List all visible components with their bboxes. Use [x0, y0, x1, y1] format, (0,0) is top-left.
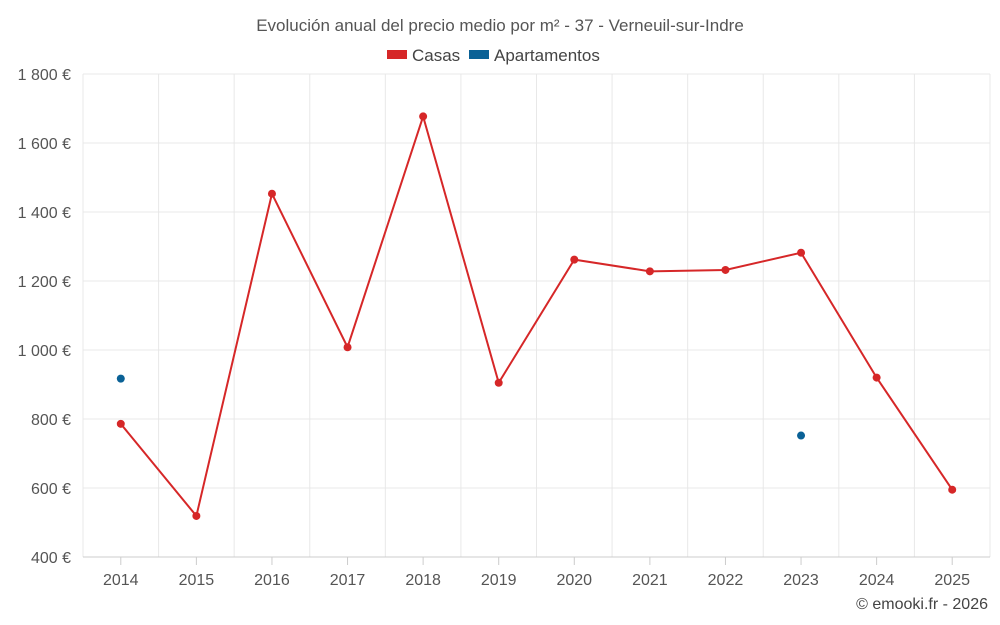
data-point-casas[interactable]	[570, 255, 579, 264]
y-tick-label: 1 200 €	[18, 274, 71, 291]
chart-title: Evolución anual del precio medio por m² …	[256, 16, 744, 35]
data-point-apartamentos[interactable]	[797, 431, 806, 440]
plot-area	[116, 112, 957, 520]
y-axis: 400 € 600 € 800 € 1 000 € 1 200 € 1 400 € 1 60…	[18, 67, 71, 567]
data-point-casas[interactable]	[192, 511, 201, 520]
x-tick-label: 2019	[481, 572, 517, 589]
x-tick-label: 2016	[254, 572, 290, 589]
legend: Casas Apartamentos	[387, 46, 600, 65]
y-tick-label: 600 €	[31, 481, 71, 498]
x-tick-label: 2022	[708, 572, 744, 589]
data-point-casas[interactable]	[872, 373, 881, 382]
x-tick-label: 2024	[859, 572, 895, 589]
x-tick-label: 2018	[405, 572, 441, 589]
data-point-casas[interactable]	[343, 343, 352, 352]
x-tick-label: 2023	[783, 572, 819, 589]
x-tick-label: 2014	[103, 572, 139, 589]
data-point-casas[interactable]	[267, 189, 276, 198]
x-axis: 2014 2015 2016 2017 2018 2019 2020 2021 2022 2023…	[83, 556, 990, 589]
data-point-casas[interactable]	[645, 267, 654, 276]
data-point-apartamentos[interactable]	[116, 374, 125, 383]
data-point-casas[interactable]	[116, 419, 125, 428]
data-point-casas[interactable]	[797, 248, 806, 257]
data-point-casas[interactable]	[721, 265, 730, 274]
legend-swatch-apartamentos	[469, 50, 489, 59]
y-tick-label: 1 400 €	[18, 205, 71, 222]
x-tick-label: 2025	[934, 572, 970, 589]
y-tick-label: 800 €	[31, 412, 71, 429]
y-tick-label: 1 800 €	[18, 67, 71, 84]
gridlines	[82, 73, 991, 557]
x-tick-label: 2017	[330, 572, 366, 589]
y-tick-label: 400 €	[31, 550, 71, 567]
data-point-casas[interactable]	[419, 112, 428, 121]
legend-label-apartamentos[interactable]: Apartamentos	[494, 46, 600, 65]
series-line-casas	[120, 113, 954, 519]
x-tick-label: 2020	[556, 572, 592, 589]
legend-label-casas[interactable]: Casas	[412, 46, 460, 65]
credit-text[interactable]: © emooki.fr - 2026	[856, 596, 988, 613]
y-tick-label: 1 000 €	[18, 343, 71, 360]
data-point-casas[interactable]	[948, 485, 957, 494]
x-tick-label: 2021	[632, 572, 668, 589]
x-tick-label: 2015	[179, 572, 215, 589]
legend-swatch-casas	[387, 50, 407, 59]
data-point-casas[interactable]	[494, 378, 503, 387]
y-tick-label: 1 600 €	[18, 136, 71, 153]
